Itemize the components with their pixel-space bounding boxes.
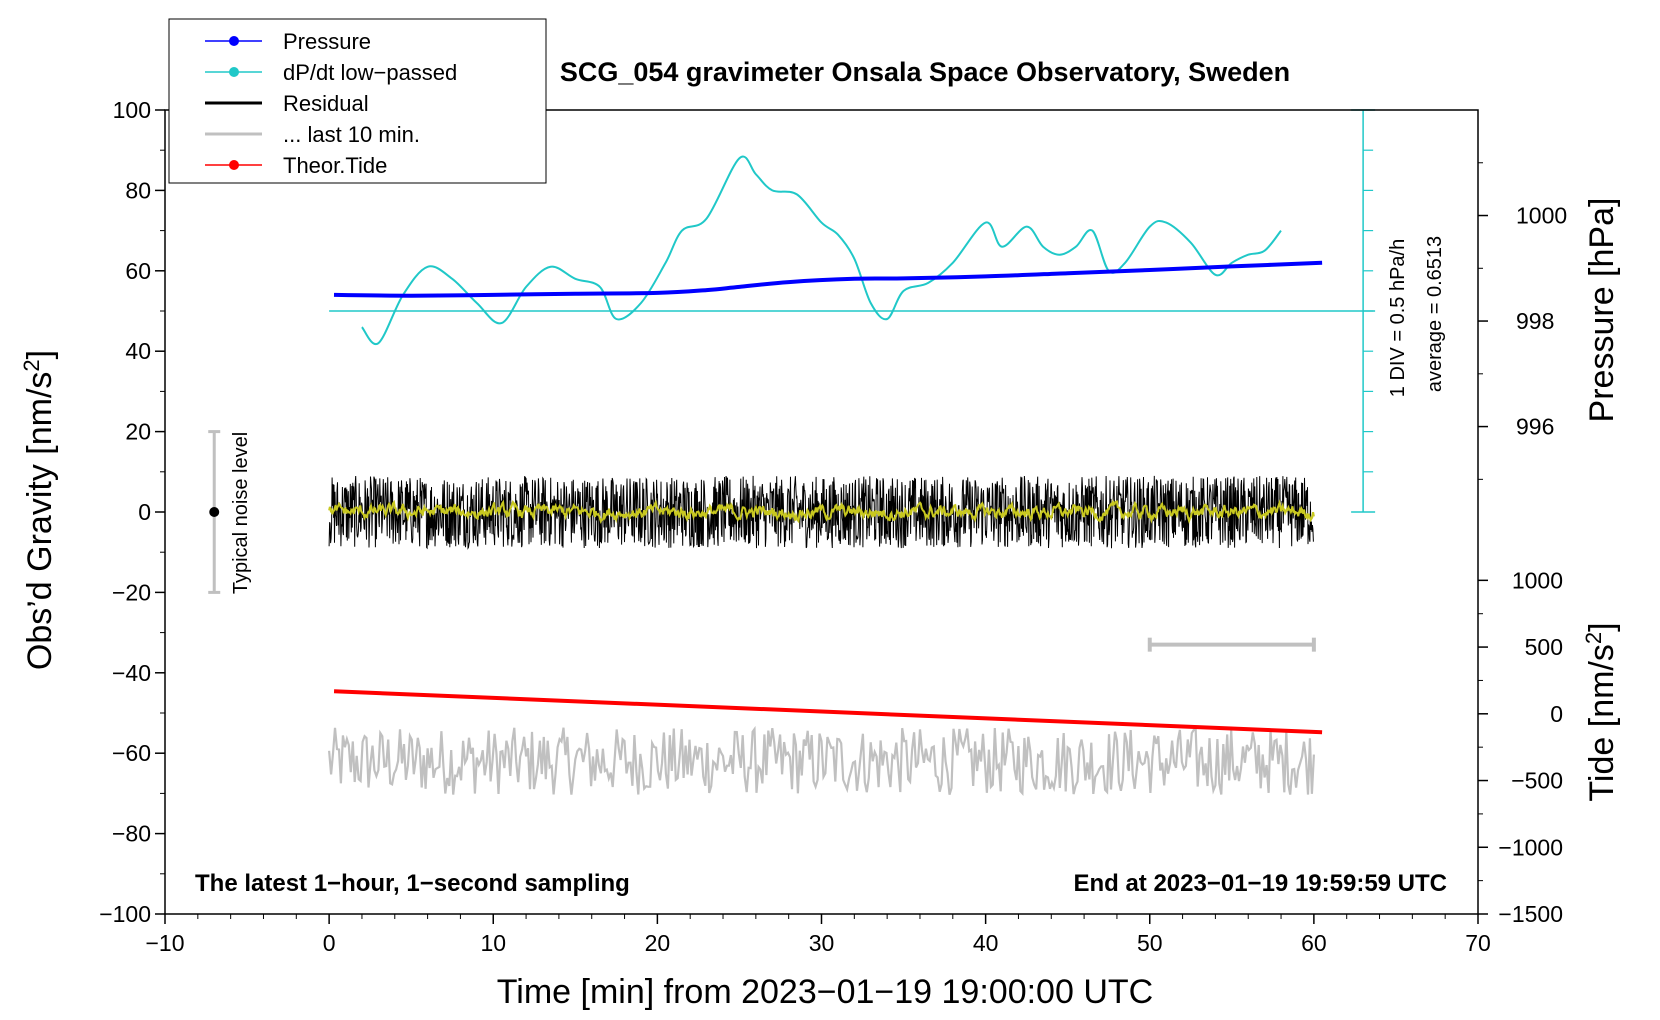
series-last-10-min — [328, 725, 1315, 797]
legend-label: Pressure — [283, 29, 371, 54]
series-dpdt — [361, 155, 1282, 346]
legend-label: dP/dt low−passed — [283, 60, 457, 85]
tide-tick-label: −500 — [1511, 768, 1563, 794]
series-theor-tide — [333, 689, 1323, 735]
legend-marker — [229, 36, 239, 46]
legend-label: ... last 10 min. — [283, 122, 420, 147]
chart-title: SCG_054 gravimeter Onsala Space Observat… — [560, 57, 1290, 87]
noise-bar-dot — [209, 507, 220, 517]
x-axis-title: Time [min] from 2023−01−19 19:00:00 UTC — [497, 973, 1153, 1011]
chart-legend: Pressure dP/dt low−passed Residual ... last… — [168, 18, 547, 184]
legend-box — [168, 18, 547, 184]
legend-label: Residual — [283, 91, 369, 116]
pressure-tick-label: 996 — [1516, 414, 1554, 440]
legend-marker — [229, 67, 239, 77]
x-tick-label: 60 — [1301, 930, 1327, 956]
series-residual — [328, 475, 1314, 550]
tide-tick-label: 500 — [1525, 634, 1563, 660]
y-tick-label: 20 — [125, 419, 151, 445]
tide-tick-label: −1500 — [1498, 901, 1563, 927]
y-tick-label: 100 — [113, 97, 151, 123]
y-tick-label: 60 — [125, 258, 151, 284]
x-tick-label: 10 — [480, 930, 506, 956]
y-tick-label: −100 — [99, 901, 151, 927]
y-tick-label: −60 — [112, 740, 151, 766]
y-tick-label: −40 — [112, 660, 151, 686]
legend-marker — [229, 160, 239, 170]
y-tick-label: 80 — [125, 177, 151, 203]
pressure-tick-label: 998 — [1516, 308, 1554, 334]
x-tick-label: 30 — [809, 930, 835, 956]
series-residual-smoothed — [328, 499, 1315, 525]
y-axis-tide-title: Tide [nm/s2] — [1581, 622, 1622, 801]
tide-tick-label: 0 — [1550, 701, 1563, 727]
x-tick-label: 0 — [323, 930, 336, 956]
annotation-bottom-right: End at 2023−01−19 19:59:59 UTC — [1073, 870, 1447, 897]
tide-tick-label: −1000 — [1498, 834, 1563, 860]
y-axis-left-title: Obs’d Gravity [nm/s2] — [19, 350, 60, 670]
y-tick-label: 0 — [138, 499, 151, 525]
legend-label: Theor.Tide — [283, 153, 387, 178]
x-tick-label: 70 — [1465, 930, 1491, 956]
x-tick-label: 50 — [1137, 930, 1163, 956]
scale-label-div: 1 DIV = 0.5 hPa/h — [1387, 239, 1409, 397]
x-tick-label: −10 — [145, 930, 184, 956]
pressure-tick-label: 1000 — [1516, 203, 1567, 229]
y-axis-pressure-title: Pressure [hPa] — [1583, 198, 1621, 423]
chart-series — [208, 109, 1376, 797]
x-tick-label: 40 — [973, 930, 999, 956]
y-tick-label: −80 — [112, 821, 151, 847]
y-tick-label: −20 — [112, 579, 151, 605]
annotation-bottom-left: The latest 1−hour, 1−second sampling — [195, 870, 630, 897]
chart-axes: −10 0 10 20 30 40 50 60 70−100−80−60−40−20020406… — [99, 97, 1567, 956]
tide-tick-label: 1000 — [1512, 567, 1563, 593]
noise-label: Typical noise level — [230, 432, 252, 594]
x-tick-label: 20 — [645, 930, 671, 956]
scale-label-average: average = 0.6513 — [1424, 236, 1446, 392]
series-pressure — [333, 260, 1323, 298]
y-tick-label: 40 — [125, 338, 151, 364]
